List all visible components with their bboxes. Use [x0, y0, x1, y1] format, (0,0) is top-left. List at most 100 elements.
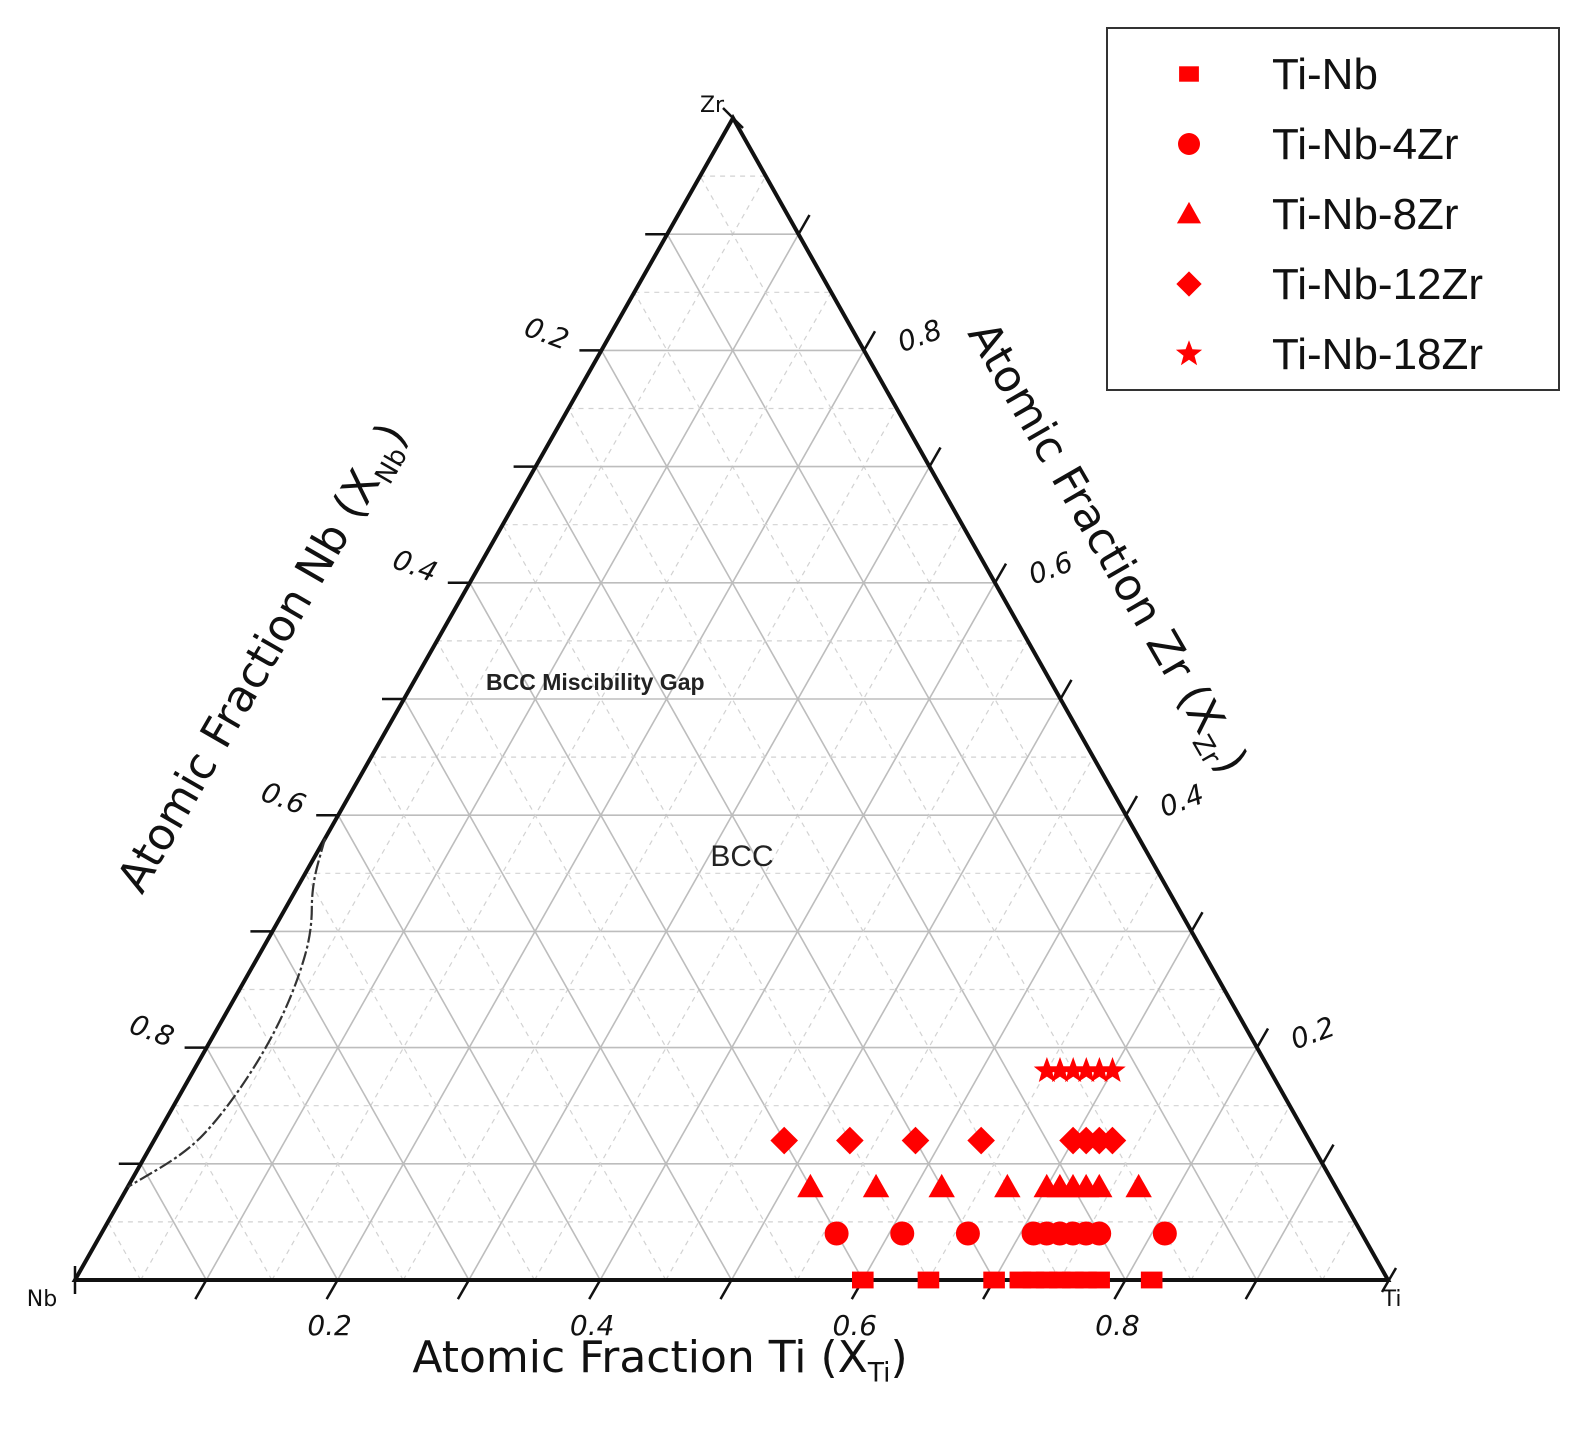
series-ti-nb: [852, 1271, 1163, 1289]
tick-zr: [1255, 1027, 1270, 1049]
gridline-ti: [1256, 1163, 1324, 1281]
series-ti-nb-8zr: [797, 1173, 1152, 1198]
data-point-star: [1060, 1057, 1087, 1082]
gridline-ti: [1321, 1221, 1356, 1281]
data-point-circle: [1152, 1221, 1177, 1246]
data-point-diamond: [1098, 1126, 1127, 1155]
tick-label-zr: 0.8: [893, 313, 946, 359]
gridline-nb: [567, 408, 1061, 1281]
data-point-star: [1046, 1057, 1074, 1082]
series-ti-nb-4zr: [824, 1221, 1177, 1246]
data-point-star: [1099, 1057, 1126, 1082]
tick-ti: [194, 1279, 208, 1300]
legend-label: Ti-Nb-12Zr: [1272, 260, 1483, 309]
region-label-bcc: BCC: [710, 840, 773, 873]
tick-label-nb: 0.4: [388, 543, 441, 589]
tick-label-zr: 0.6: [1024, 545, 1077, 591]
gridline-ti: [862, 814, 1127, 1281]
tick-zr: [928, 446, 942, 468]
tick-label-nb: 0.8: [125, 1008, 178, 1054]
gridline-ti: [1190, 1105, 1291, 1281]
legend-label: Ti-Nb: [1272, 50, 1378, 99]
data-point-circle: [890, 1221, 915, 1246]
data-point-triangle: [994, 1173, 1021, 1198]
gridline-ti: [993, 931, 1193, 1281]
corner-label-left: Nb: [27, 1287, 57, 1312]
gridline-nb: [173, 1105, 273, 1281]
legend-box: [1106, 27, 1560, 391]
gridline-nb: [633, 292, 1192, 1281]
data-point-square: [917, 1271, 940, 1289]
data-point-square: [1088, 1271, 1110, 1289]
data-point-square: [983, 1271, 1005, 1289]
axis-title-ti: Atomic Fraction Ti (XTi): [412, 1332, 907, 1389]
gridline-ti: [1124, 1047, 1258, 1281]
data-point-triangle: [1086, 1173, 1113, 1198]
tick-ti: [588, 1279, 602, 1300]
gridline-nb: [370, 756, 667, 1281]
gridline-nb: [304, 873, 536, 1281]
tick-corner-ti: [1380, 1267, 1398, 1293]
data-point-square: [852, 1271, 874, 1289]
tick-zr: [1321, 1144, 1335, 1165]
region-label-miscibility-gap: BCC Miscibility Gap: [486, 669, 705, 695]
tick-ti: [719, 1279, 733, 1300]
tick-label-nb: 0.6: [257, 775, 310, 821]
tick-zr: [1124, 795, 1139, 816]
gridline-nb: [271, 931, 470, 1281]
data-point-circle: [1087, 1221, 1112, 1246]
tick-zr: [1190, 911, 1204, 933]
data-point-diamond: [770, 1126, 798, 1155]
axis-title-nb-text: Atomic Fraction Nb (X: [107, 461, 390, 901]
data-point-triangle: [797, 1173, 824, 1198]
legend-marker-triangle: [1176, 201, 1202, 224]
corner-label-top: Zr: [700, 93, 725, 118]
gridline-nb: [337, 814, 601, 1281]
gridline-ti: [796, 756, 1094, 1281]
tick-ti: [325, 1279, 339, 1300]
gridline-nb: [403, 698, 733, 1281]
data-point-star: [1073, 1057, 1100, 1082]
gridline-nb: [238, 989, 404, 1281]
legend-label: Ti-Nb-8Zr: [1272, 190, 1459, 239]
corner-label-right: Ti: [1382, 1287, 1402, 1312]
legend-marker-circle: [1178, 133, 1200, 155]
region-layer: BCC Miscibility Gap BCC: [127, 669, 774, 1188]
tick-zr: [993, 563, 1008, 584]
gridline-ti: [402, 408, 898, 1281]
tick-label-zr: 0.2: [1286, 1010, 1339, 1056]
gridline-ti: [534, 524, 963, 1281]
tick-label-ti: 0.2: [307, 1309, 352, 1342]
gridline-nb: [140, 1163, 207, 1281]
axis-title-ti-close: ): [890, 1332, 907, 1383]
legend-label: Ti-Nb-18Zr: [1272, 330, 1483, 379]
tick-corner-zr: [722, 107, 744, 129]
tick-zr: [862, 330, 877, 352]
legend-marker-diamond: [1176, 271, 1202, 297]
tick-label-nb: 0.2: [520, 310, 573, 356]
gridline-nb: [502, 524, 929, 1281]
miscibility-gap-boundary: [127, 838, 327, 1188]
gridline-nb: [699, 175, 1323, 1281]
legend: Ti-Nb Ti-Nb-4Zr Ti-Nb-8Zr Ti-Nb-12Zr Ti-Nb-1…: [1106, 27, 1560, 391]
data-point-circle: [824, 1221, 849, 1246]
data-point-diamond: [967, 1126, 995, 1155]
tick-zr: [797, 214, 811, 235]
legend-marker-square: [1179, 66, 1199, 82]
tick-label-ti: 0.8: [1095, 1309, 1140, 1342]
gridline-ti: [730, 698, 1062, 1281]
tick-zr: [1059, 679, 1073, 700]
axis-title-nb: Atomic Fraction Nb (XNb): [107, 415, 422, 904]
tick-label-ti: 0.6: [833, 1309, 878, 1342]
tick-ti: [456, 1279, 470, 1300]
data-point-triangle: [862, 1173, 890, 1198]
gridline-nb: [205, 1047, 339, 1281]
tick-ti: [1244, 1279, 1258, 1300]
series-ti-nb-18zr: [1033, 1057, 1126, 1082]
gridline-nb: [107, 1221, 142, 1281]
gridline-ti: [140, 175, 767, 1281]
axis-title-ti-subscript: Ti: [867, 1358, 891, 1389]
axis-title-ti-text: Atomic Fraction Ti (X: [412, 1332, 867, 1383]
data-point-diamond: [836, 1126, 864, 1155]
